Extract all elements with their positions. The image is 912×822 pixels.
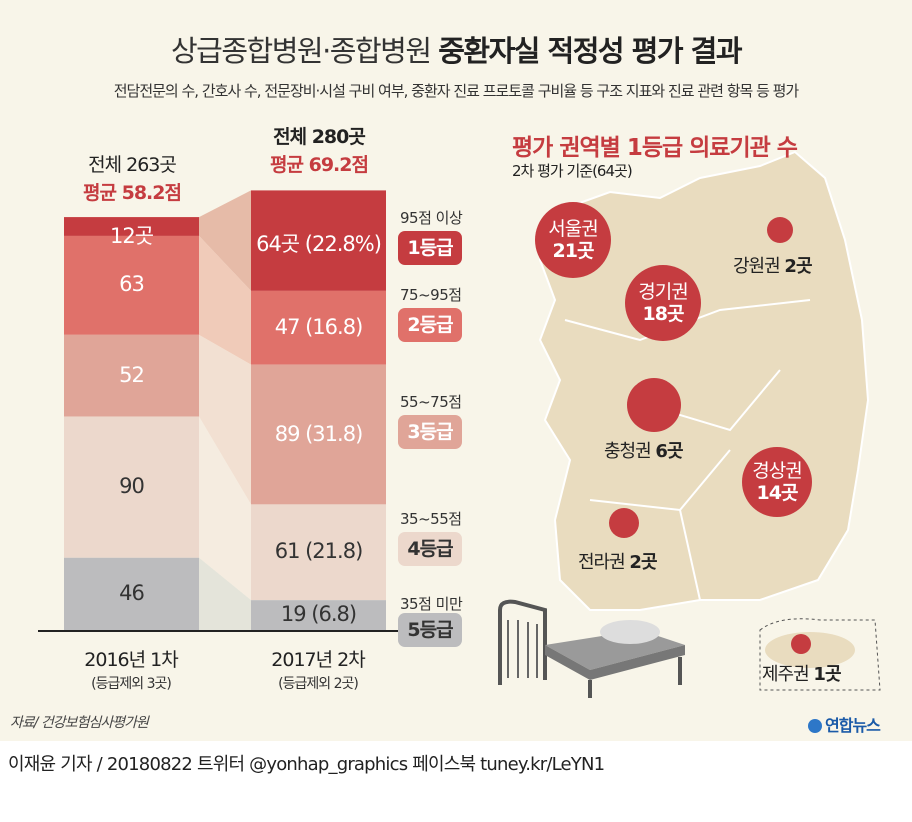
bar-value-label: 63	[119, 272, 145, 297]
grade-range-label: 55~75점	[400, 392, 462, 411]
region-jeolla-marker	[609, 508, 639, 538]
bar-2016년 1차-grade-2	[64, 235, 199, 335]
legend-grade-5: 5등급	[398, 613, 462, 648]
grade-range-label: 95점 이상	[400, 208, 463, 227]
x-label-2017: 2017년 2차	[271, 649, 365, 671]
bar-value-label: 12곳	[109, 223, 154, 248]
bar-value-label: 47 (16.8)	[274, 314, 364, 339]
x-label-2016: 2016년 1차	[84, 649, 178, 671]
bar-2017년 2차-grade-4	[251, 504, 386, 601]
logo-mark-icon	[808, 719, 822, 733]
bar-2017년 2차-grade-2	[251, 290, 386, 365]
map-subtitle: 2차 평가 기준(64곳)	[512, 162, 633, 180]
total-2017: 전체 280곳	[273, 126, 366, 148]
legend-grade-1: 1등급	[398, 230, 462, 265]
bed-illustration	[498, 599, 685, 698]
bar-2017년 2차-grade-1	[251, 190, 386, 291]
region-jeju-label: 제주권 1곳	[762, 664, 842, 685]
grade-range-label: 35점 미만	[400, 595, 463, 614]
bar-value-label: 19 (6.8)	[280, 602, 357, 627]
bar-value-label: 52	[119, 362, 145, 387]
bar-2017년 2차-grade-3	[251, 364, 386, 505]
bar-2016년 1차-grade-4	[64, 416, 199, 558]
total-2016: 전체 263곳	[88, 154, 177, 176]
connector-grade-5	[199, 557, 251, 630]
infographic: 상급종합병원·종합병원 중환자실 적정성 평가 결과 전담전문의 수, 간호사 …	[0, 0, 912, 741]
bar-2016년 1차-grade-5	[64, 557, 199, 630]
yonhap-logo: 연합뉴스	[808, 712, 881, 736]
jeju-inset	[759, 618, 881, 691]
connector-grade-2	[199, 235, 251, 365]
region-gyeonggi-marker: 경기권 18곳	[625, 265, 701, 341]
connector-grade-4	[199, 416, 251, 601]
bar-value-label: 46	[119, 580, 145, 605]
region-jeju-marker	[791, 634, 811, 654]
x-note-2017: (등급제외 2곳)	[278, 676, 359, 692]
bar-2016년 1차-grade-1	[64, 217, 199, 236]
region-jeolla-label: 전라권 2곳	[578, 552, 658, 573]
region-gangwon-marker	[767, 217, 793, 243]
jeju-shape	[765, 632, 855, 668]
x-note-2016: (등급제외 3곳)	[91, 676, 172, 692]
page-title: 상급종합병원·종합병원 중환자실 적정성 평가 결과	[170, 34, 743, 68]
region-chungcheong-marker	[627, 378, 681, 432]
stacked-bar-chart	[38, 190, 412, 632]
legend-grade-3: 3등급	[398, 414, 462, 449]
bar-value-label: 61 (21.8)	[274, 539, 364, 564]
legend-grade-2: 2등급	[398, 307, 462, 342]
map-title: 평가 권역별 1등급 의료기관 수	[512, 135, 798, 161]
region-seoul-marker: 서울권 21곳	[535, 202, 611, 278]
bar-2017년 2차-grade-5	[251, 600, 386, 630]
average-2017: 평균 69.2점	[270, 154, 369, 176]
legend-grade-4: 4등급	[398, 532, 462, 567]
subtitle: 전담전문의 수, 간호사 수, 전문장비·시설 구비 여부, 중환자 진료 프로…	[113, 82, 800, 100]
average-2016: 평균 58.2점	[83, 182, 182, 204]
region-gangwon-label: 강원권 2곳	[733, 256, 813, 277]
bar-value-label: 64곳 (22.8%)	[256, 231, 382, 256]
bar-value-label: 90	[119, 474, 145, 499]
region-chungcheong-label: 충청권 6곳	[604, 441, 684, 462]
grade-range-label: 35~55점	[400, 510, 462, 529]
footer-credit: 이재윤 기자 / 20180822 트위터 @yonhap_graphics 페…	[8, 754, 605, 775]
source: 자료/ 건강보험심사평가원	[10, 715, 149, 731]
connector-grade-3	[199, 334, 251, 505]
grade-range-label: 75~95점	[400, 285, 462, 304]
bar-2016년 1차-grade-3	[64, 334, 199, 417]
bar-value-label: 89 (31.8)	[274, 421, 364, 446]
connector-grade-1	[199, 190, 251, 291]
region-gyeongsang-marker: 경상권 14곳	[742, 447, 812, 517]
